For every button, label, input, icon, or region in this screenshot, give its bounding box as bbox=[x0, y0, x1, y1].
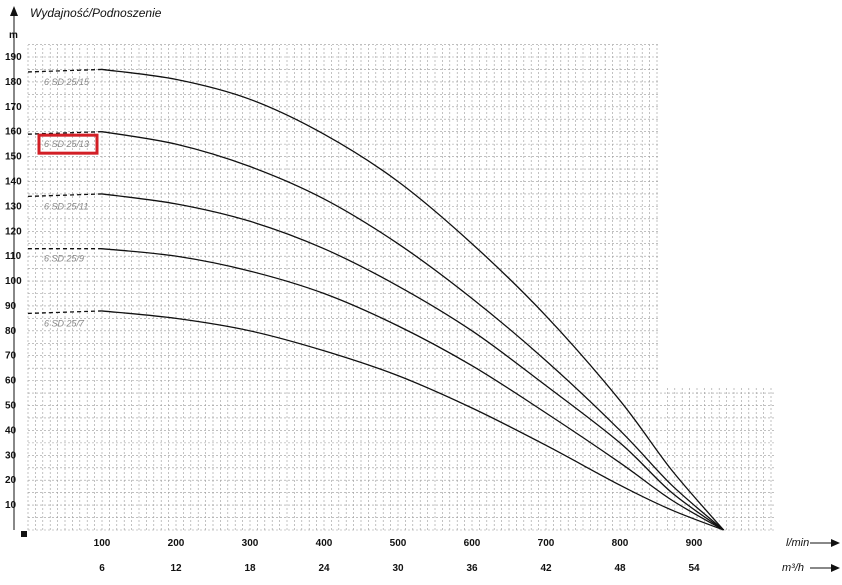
x2-tick-label: 6 bbox=[99, 563, 105, 574]
chart-title: Wydajność/Podnoszenie bbox=[30, 6, 162, 20]
curve-label-6-sd-25-11: 6 SD 25/11 bbox=[44, 201, 88, 211]
curve-6-sd-25-13 bbox=[101, 131, 725, 531]
chart-grid bbox=[27, 44, 776, 531]
y-tick-label: 150 bbox=[5, 152, 22, 163]
curve-dashed-6-sd-25-13 bbox=[27, 131, 103, 135]
y-tick-label: 90 bbox=[5, 301, 17, 312]
x2-tick-label: 36 bbox=[466, 563, 478, 574]
x2-tick-label: 54 bbox=[688, 563, 700, 574]
x-tick-label: 700 bbox=[538, 538, 555, 549]
curve-label-6-sd-25-13: 6 SD 25/13 bbox=[44, 139, 89, 149]
curve-label-6-sd-25-7: 6 SD 25/7 bbox=[44, 318, 85, 328]
x2-tick-label: 48 bbox=[614, 563, 626, 574]
curve-dashed-6-sd-25-11 bbox=[27, 193, 103, 198]
x-tick-label: 600 bbox=[464, 538, 481, 549]
y-tick-label: 80 bbox=[5, 326, 17, 337]
x-axis-arrowhead bbox=[831, 539, 840, 547]
x2-tick-label: 12 bbox=[170, 563, 182, 574]
x2-tick-label: 18 bbox=[244, 563, 256, 574]
y-tick-label: 70 bbox=[5, 351, 17, 362]
y-tick-label: 190 bbox=[5, 52, 22, 63]
x-tick-label: 900 bbox=[686, 538, 703, 549]
curve-6-sd-25-11 bbox=[101, 193, 724, 531]
x2-axis-arrowhead bbox=[831, 564, 840, 572]
y-tick-label: 40 bbox=[5, 425, 17, 436]
curve-labels: 6 SD 25/15 6 SD 25/13 6 SD 25/11 6 SD 25/9 6… bbox=[37, 77, 99, 328]
curve-label-6-sd-25-9: 6 SD 25/9 bbox=[44, 254, 84, 264]
y-tick-label: 170 bbox=[5, 102, 22, 113]
origin-marker bbox=[21, 531, 27, 537]
y-tick-label: 30 bbox=[5, 450, 17, 461]
tick-labels: 10 20 30 40 50 60 70 80 90 100 110 120 130 140 150 160 1… bbox=[5, 52, 703, 574]
y-tick-label: 10 bbox=[5, 500, 17, 511]
curves bbox=[27, 68, 725, 531]
x-tick-label: 800 bbox=[612, 538, 629, 549]
y-tick-label: 130 bbox=[5, 201, 22, 212]
chart-axes: Wydajność/Podnoszenie m l/min m³/h bbox=[9, 6, 840, 574]
curve-label-6-sd-25-15: 6 SD 25/15 bbox=[44, 77, 90, 87]
x2-tick-label: 30 bbox=[392, 563, 404, 574]
x-tick-label: 400 bbox=[316, 538, 333, 549]
x-tick-label: 100 bbox=[94, 538, 111, 549]
y-tick-label: 50 bbox=[5, 401, 17, 412]
y-axis-unit: m bbox=[9, 30, 18, 41]
x2-tick-label: 42 bbox=[540, 563, 552, 574]
curve-6-sd-25-9 bbox=[101, 248, 724, 531]
x2-tick-label: 24 bbox=[318, 563, 330, 574]
curve-dashed-6-sd-25-15 bbox=[27, 68, 103, 73]
y-tick-label: 110 bbox=[5, 251, 22, 262]
x-tick-label: 300 bbox=[242, 538, 259, 549]
y-tick-label: 180 bbox=[5, 77, 22, 88]
curve-6-sd-25-15 bbox=[101, 68, 725, 531]
y-tick-label: 60 bbox=[5, 376, 17, 387]
x-tick-label: 500 bbox=[390, 538, 407, 549]
curve-6-sd-25-7 bbox=[101, 310, 724, 531]
y-tick-label: 20 bbox=[5, 475, 17, 486]
y-tick-label: 140 bbox=[5, 176, 22, 187]
highlight-box bbox=[37, 133, 99, 155]
y-tick-label: 100 bbox=[5, 276, 22, 287]
y-tick-label: 160 bbox=[5, 127, 22, 138]
y-axis-arrowhead bbox=[10, 6, 18, 16]
y-tick-label: 120 bbox=[5, 226, 22, 237]
x2-axis-unit: m³/h bbox=[782, 562, 804, 574]
x-axis-unit: l/min bbox=[786, 537, 809, 549]
x-tick-label: 200 bbox=[168, 538, 185, 549]
curve-dashed-6-sd-25-7 bbox=[27, 310, 103, 315]
